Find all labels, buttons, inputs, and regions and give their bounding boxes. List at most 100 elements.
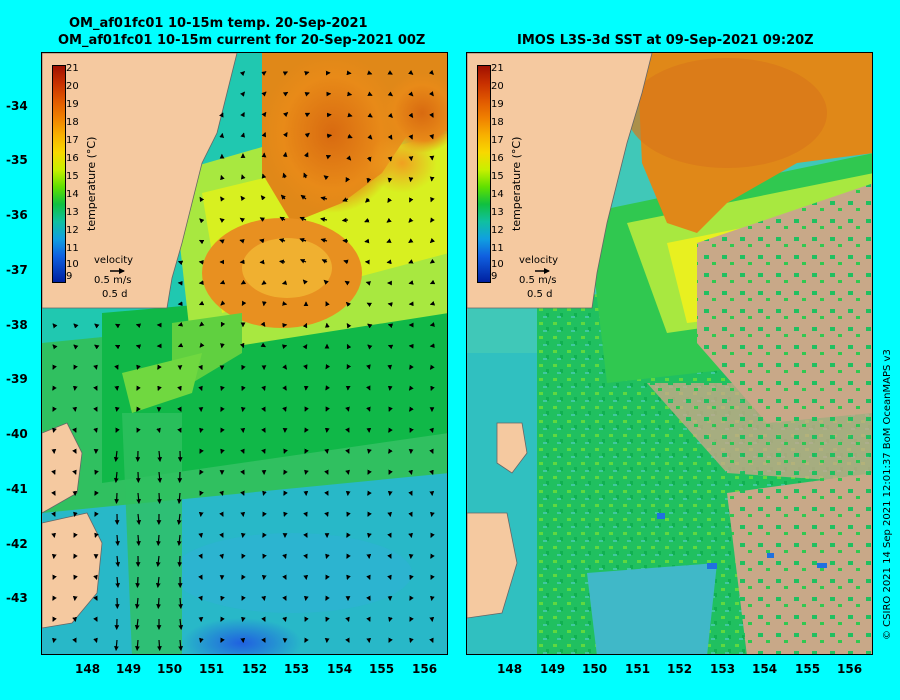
current-arrow (429, 112, 434, 118)
colorbar-tick: 13 (491, 207, 504, 218)
current-arrow (408, 91, 414, 97)
current-arrow (388, 427, 393, 433)
current-arrow (199, 469, 204, 475)
current-arrow (178, 597, 183, 609)
current-arrow (51, 511, 56, 517)
current-arrow (239, 71, 246, 77)
lon-tick: 156 (412, 662, 438, 676)
current-arrow (220, 406, 225, 412)
current-arrow (157, 450, 163, 462)
current-arrow (113, 471, 119, 483)
current-arrow (366, 616, 371, 622)
current-arrow (388, 616, 393, 622)
current-arrow (93, 364, 98, 370)
velocity-legend-duration: 0.5 d (102, 289, 128, 300)
colorbar-tick: 15 (491, 171, 504, 182)
current-arrow (345, 301, 351, 307)
colorbar-tick: 9 (491, 271, 498, 282)
colorbar-tick: 10 (491, 259, 504, 270)
satellite-sst-map[interactable]: 21 20 19 18 17 16 15 14 13 12 11 10 9 te… (466, 52, 873, 655)
current-arrow (114, 639, 119, 651)
current-arrow (198, 300, 205, 306)
current-arrow (386, 217, 392, 223)
current-arrow (325, 616, 330, 622)
current-arrow (261, 173, 267, 179)
current-arrow (199, 218, 205, 224)
current-arrow (367, 91, 373, 96)
current-arrow (156, 427, 161, 433)
current-arrow (52, 574, 57, 580)
current-arrow (198, 574, 203, 580)
lon-tick: 152 (242, 662, 268, 676)
current-arrow (240, 132, 246, 138)
current-arrow (321, 259, 328, 264)
current-arrow (260, 195, 266, 201)
current-arrow (72, 427, 77, 433)
current-arrow (282, 91, 289, 97)
colorbar-tick: 10 (66, 259, 79, 270)
current-arrow (367, 532, 372, 538)
current-arrow (430, 385, 435, 391)
current-arrow (220, 174, 225, 181)
current-arrow (304, 448, 309, 454)
current-arrow (303, 511, 308, 517)
current-arrow (136, 513, 142, 525)
current-arrow (219, 279, 226, 285)
current-arrow (408, 112, 414, 119)
current-arrow (347, 112, 353, 118)
current-arrow (240, 279, 247, 285)
colorbar-tick: 13 (66, 207, 79, 218)
current-arrow (134, 597, 140, 609)
current-arrow (135, 576, 141, 588)
colorbar-tick: 20 (491, 81, 504, 92)
current-arrow (261, 280, 267, 285)
current-arrow (325, 595, 330, 601)
current-arrow (299, 237, 307, 243)
colorbar-tick: 11 (66, 243, 79, 254)
lat-tick: -40 (6, 427, 28, 441)
current-arrow (157, 364, 162, 370)
current-arrow (114, 492, 120, 504)
current-arrow (239, 217, 246, 223)
current-arrow (387, 197, 393, 203)
current-arrow (409, 364, 414, 370)
colorbar-tick: 14 (66, 189, 79, 200)
current-arrow (367, 134, 373, 140)
current-arrow (73, 574, 78, 580)
current-arrow (428, 69, 434, 75)
current-arrow (409, 637, 414, 643)
current-arrow (299, 259, 307, 264)
colorbar-label: temperature (°C) (85, 136, 98, 231)
current-arrow (344, 280, 350, 286)
current-arrow (220, 448, 225, 454)
current-arrow (304, 469, 309, 475)
current-arrow (387, 553, 392, 559)
lat-tick: -38 (6, 318, 28, 332)
current-arrow (408, 217, 414, 223)
current-arrow (198, 364, 203, 371)
current-arrow (346, 343, 352, 350)
current-arrow (115, 427, 120, 433)
current-arrow (241, 553, 246, 559)
current-arrow (282, 172, 288, 179)
colorbar-label: temperature (°C) (510, 136, 523, 231)
current-arrow (387, 112, 393, 119)
model-temperature-map[interactable]: 21 20 19 18 17 16 15 14 13 12 11 10 9 te… (41, 52, 448, 655)
current-arrow (94, 532, 99, 538)
current-arrow (366, 385, 371, 391)
current-arrow (430, 553, 435, 559)
lat-tick: -39 (6, 372, 28, 386)
current-arrow (408, 177, 414, 183)
current-arrow (366, 574, 371, 580)
current-arrow (367, 469, 372, 475)
lon-tick: 149 (540, 662, 566, 676)
current-arrow (283, 511, 288, 517)
current-arrow (430, 532, 435, 538)
current-arrow (113, 450, 119, 462)
lon-tick: 151 (625, 662, 651, 676)
velocity-legend-speed: 0.5 m/s (519, 275, 557, 286)
current-arrow (261, 132, 267, 138)
colorbar-tick: 9 (66, 271, 73, 282)
current-arrow (177, 555, 183, 567)
current-arrow (219, 490, 224, 496)
